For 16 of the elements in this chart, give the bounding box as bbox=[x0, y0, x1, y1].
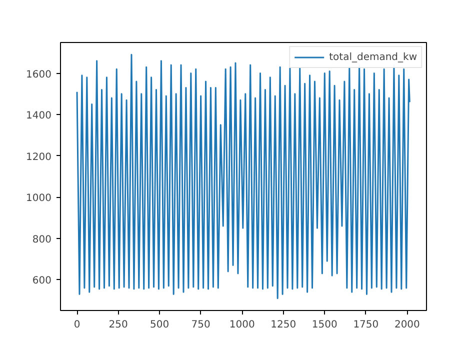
x-tick-label: 1500 bbox=[312, 320, 338, 330]
legend-label: total_demand_kw bbox=[329, 51, 417, 63]
y-tick-label: 1000 bbox=[26, 193, 52, 204]
x-tick-label: 0 bbox=[74, 320, 80, 330]
y-tick-label: 600 bbox=[32, 276, 52, 287]
x-tick-label: 750 bbox=[191, 320, 210, 330]
y-tick-label: 800 bbox=[32, 234, 52, 246]
x-tick-label: 2000 bbox=[394, 320, 420, 330]
y-tick-label: 1600 bbox=[26, 69, 52, 80]
y-tick-label: 1400 bbox=[26, 110, 52, 122]
y-tick-label: 1200 bbox=[26, 152, 52, 163]
x-tick-label: 500 bbox=[150, 320, 170, 330]
x-tick-label: 1000 bbox=[229, 320, 255, 330]
x-tick-label: 1250 bbox=[270, 320, 296, 330]
x-tick-label: 1750 bbox=[353, 320, 379, 330]
x-tick-label: 250 bbox=[108, 320, 128, 330]
